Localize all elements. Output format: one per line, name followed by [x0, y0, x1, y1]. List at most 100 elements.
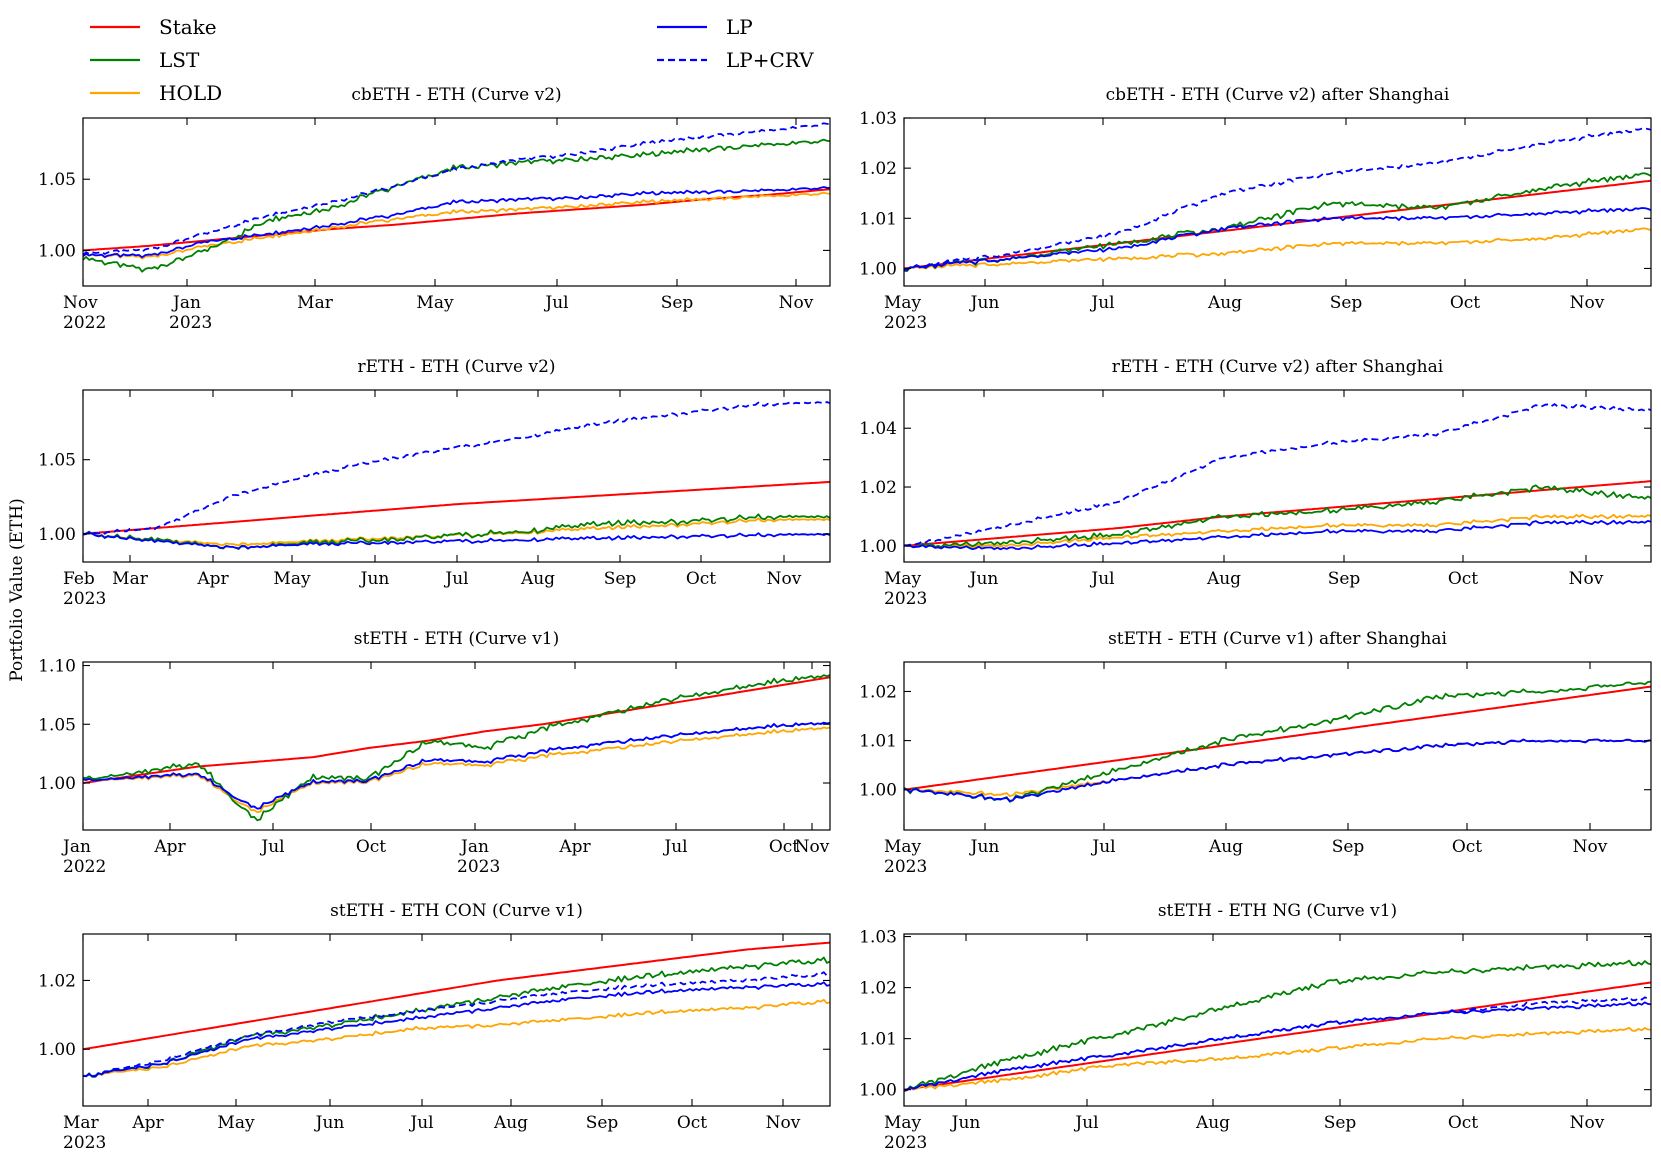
chart-panels: cbETH - ETH (Curve v2)1.001.05Nov2022Jan… [38, 85, 1652, 1153]
x-tick-label: Jun [968, 569, 999, 589]
series-line-stake [83, 941, 830, 1051]
chart-title: cbETH - ETH (Curve v2) after Shanghai [1106, 85, 1450, 105]
x-tick-label: Nov [795, 837, 830, 857]
y-tick-label: 1.02 [859, 159, 897, 179]
x-tick-label: Oct [677, 1113, 707, 1133]
series-line-hold [904, 513, 1651, 549]
x-tick-label: May [884, 837, 922, 857]
x-tick-label: Sep [661, 293, 694, 313]
chart-panel-2: cbETH - ETH (Curve v2) after Shanghai 1.0… [859, 85, 1652, 333]
x-tick-label: Nov [1570, 1113, 1605, 1133]
legend-label: LP+CRV [726, 48, 814, 72]
x-tick-label: Jul [1090, 837, 1115, 857]
x-tick-label: Aug [1208, 837, 1243, 857]
x-tick-label: Nov [1570, 293, 1605, 313]
chart-panel-6: stETH - ETH (Curve v1) after Shanghai 1.0… [859, 629, 1652, 877]
x-tick-label: Aug [520, 569, 555, 589]
legend-label: HOLD [159, 81, 222, 105]
y-tick-label: 1.00 [38, 241, 76, 261]
chart-title: rETH - ETH (Curve v2) after Shanghai [1112, 357, 1444, 377]
x-tick-label: Jan [61, 837, 91, 857]
x-tick-label: Oct [1448, 1113, 1478, 1133]
chart-title: stETH - ETH CON (Curve v1) [330, 901, 583, 921]
y-tick-label: 1.00 [859, 537, 897, 557]
y-axis-label: Portfolio Value (ETH) [7, 498, 27, 682]
series-line-lp [83, 721, 830, 810]
series-line-lp [83, 981, 830, 1078]
legend-item-stake: Stake [90, 15, 217, 39]
x-tick-label: Mar [297, 293, 334, 313]
x-tick-label: Aug [1206, 569, 1241, 589]
x-tick-year: 2023 [884, 857, 927, 877]
series-line-hold [83, 191, 830, 260]
legend-label: LST [159, 48, 200, 72]
legend: Stake LST HOLD LP LP+CRV [90, 15, 814, 105]
series-group [904, 680, 1651, 803]
x-tick-label: Apr [131, 1113, 164, 1133]
y-tick-label: 1.01 [859, 209, 897, 229]
x-tick-label: Aug [1207, 293, 1242, 313]
legend-label: Stake [159, 15, 217, 39]
series-line-hold [904, 227, 1651, 272]
y-tick-label: 1.00 [859, 1081, 897, 1101]
x-tick-label: Jul [662, 837, 687, 857]
x-tick-label: Nov [63, 293, 98, 313]
x-tick-label: Jul [1089, 569, 1114, 589]
x-tick-label: Jan [459, 837, 489, 857]
y-tick-label: 1.10 [38, 657, 76, 677]
chart-panel-8: stETH - ETH NG (Curve v1) 1.00 1.01 1.02 1.0… [859, 901, 1652, 1153]
x-tick-label: Jul [543, 293, 568, 313]
x-tick-label: May [884, 569, 922, 589]
chart-title: stETH - ETH NG (Curve v1) [1158, 901, 1397, 921]
chart-panel-5: stETH - ETH (Curve v1)1.001.051.10Jan202… [38, 629, 831, 877]
x-tick-year: 2022 [63, 313, 106, 333]
x-tick-label: May [416, 293, 454, 313]
legend-label: LP [726, 15, 753, 39]
x-tick-label: Nov [766, 1113, 801, 1133]
x-tick-label: Oct [356, 837, 386, 857]
series-line-stake [904, 480, 1651, 547]
y-tick-label: 1.03 [859, 928, 897, 948]
y-tick-label: 1.02 [38, 971, 76, 991]
series-line-lst [904, 172, 1651, 272]
series-line-stake [83, 676, 830, 784]
series-line-lp-crv [904, 127, 1651, 271]
series-line-lst [83, 138, 830, 273]
series-line-lst [904, 680, 1651, 803]
axes-frame [903, 933, 1652, 1107]
axes-frame [82, 117, 831, 287]
x-tick-label: Jul [408, 1113, 433, 1133]
series-line-lst [904, 484, 1651, 549]
series-line-lp [904, 207, 1651, 271]
x-tick-label: Sep [604, 569, 637, 589]
legend-item-hold: HOLD [90, 81, 222, 105]
series-line-lp-crv [83, 971, 830, 1077]
series-line-lp-crv [904, 996, 1651, 1092]
series-line-stake [83, 480, 830, 535]
chart-title: rETH - ETH (Curve v2) [357, 357, 555, 377]
y-tick-label: 1.03 [859, 109, 897, 129]
series-line-lst [83, 674, 830, 822]
x-tick-label: Jun [359, 569, 390, 589]
y-tick-label: 1.00 [38, 525, 76, 545]
series-line-lst [83, 956, 830, 1078]
x-tick-label: Oct [1450, 293, 1480, 313]
series-line-hold [904, 738, 1651, 797]
series-line-lp [904, 1001, 1651, 1092]
x-tick-label: Apr [196, 569, 229, 589]
legend-item-lst: LST [90, 48, 200, 72]
x-tick-label: May [217, 1113, 255, 1133]
x-tick-label: Mar [63, 1113, 100, 1133]
x-tick-label: Aug [493, 1113, 528, 1133]
x-tick-year: 2023 [457, 857, 500, 877]
x-tick-label: Oct [1448, 569, 1478, 589]
series-line-lp [83, 186, 830, 259]
axes-frame [903, 661, 1652, 831]
x-tick-label: Nov [779, 293, 814, 313]
y-tick-label: 1.05 [38, 451, 76, 471]
y-tick-label: 1.00 [859, 259, 897, 279]
chart-panel-1: cbETH - ETH (Curve v2)1.001.05Nov2022Jan… [38, 85, 831, 333]
series-line-lp-crv [904, 403, 1651, 547]
x-tick-label: Sep [1324, 1113, 1357, 1133]
x-tick-year: 2023 [884, 1133, 927, 1153]
